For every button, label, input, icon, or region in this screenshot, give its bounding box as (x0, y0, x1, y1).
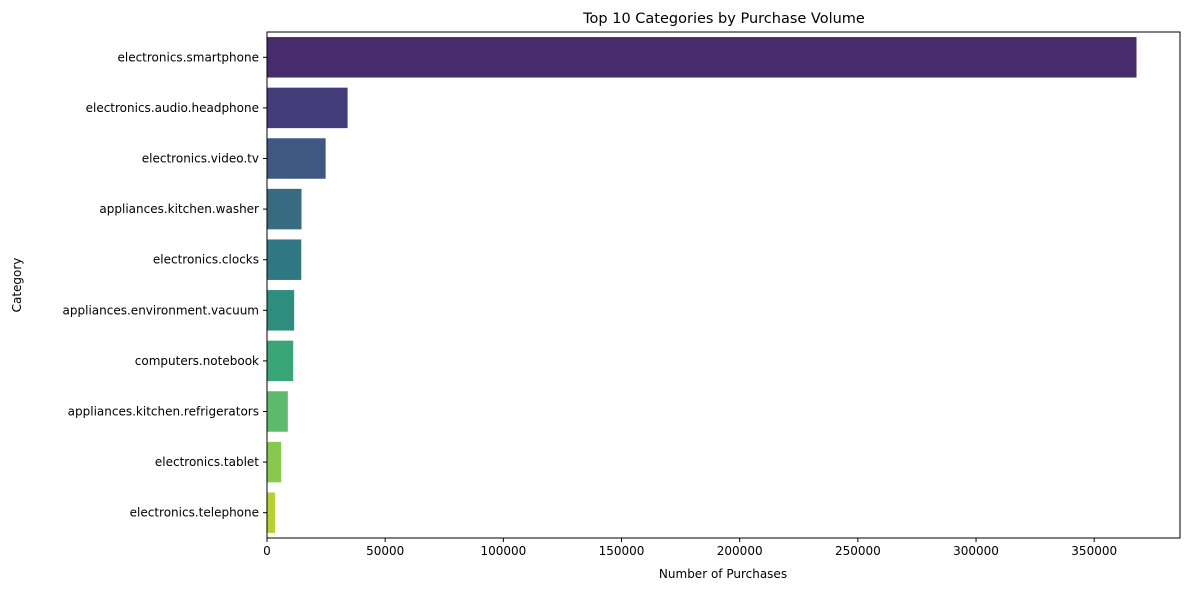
y-tick-label: electronics.tablet (155, 455, 259, 469)
y-tick-label: computers.notebook (135, 354, 259, 368)
y-tick-label: electronics.clocks (153, 253, 259, 267)
bar-appliances-kitchen-washer (267, 188, 302, 230)
x-tick-label: 100000 (480, 544, 526, 558)
x-tick-label: 0 (263, 544, 271, 558)
bar-computers-notebook (267, 340, 294, 382)
y-tick-label: appliances.kitchen.washer (99, 202, 259, 216)
bar-electronics-video-tv (267, 138, 326, 179)
bar-electronics-telephone (267, 492, 276, 533)
y-tick-label: electronics.smartphone (117, 50, 259, 64)
bar-appliances-environment-vacuum (267, 290, 295, 331)
plot-frame (266, 31, 1181, 539)
bars-group (267, 37, 1137, 533)
y-axis-title: Category (10, 258, 24, 313)
x-tick-label: 300000 (953, 544, 999, 558)
x-tick-label: 350000 (1071, 544, 1117, 558)
x-ticks: 0 50000 100000 150000 200000 250000 300000 3500… (263, 538, 1117, 558)
y-tick-marks (263, 56, 267, 514)
x-tick-label: 200000 (717, 544, 763, 558)
y-tick-labels: electronics.smartphone electronics.audio.… (63, 50, 260, 519)
y-tick-label: appliances.kitchen.refrigerators (68, 405, 259, 419)
y-tick-label: electronics.telephone (130, 506, 259, 520)
x-tick-label: 50000 (366, 544, 404, 558)
bar-electronics-smartphone (267, 37, 1137, 78)
y-tick-label: electronics.audio.headphone (86, 101, 259, 115)
y-tick-label: appliances.environment.vacuum (63, 303, 259, 317)
x-tick-label: 250000 (835, 544, 881, 558)
y-tick-label: electronics.video.tv (142, 152, 259, 166)
bar-electronics-audio-headphone (267, 87, 348, 129)
chart-title: Top 10 Categories by Purchase Volume (582, 11, 865, 27)
bar-electronics-clocks (267, 239, 302, 280)
bar-appliances-kitchen-refrigerators (267, 391, 288, 432)
x-tick-label: 150000 (599, 544, 645, 558)
bar-electronics-tablet (267, 441, 282, 483)
x-axis-title: Number of Purchases (659, 567, 787, 581)
